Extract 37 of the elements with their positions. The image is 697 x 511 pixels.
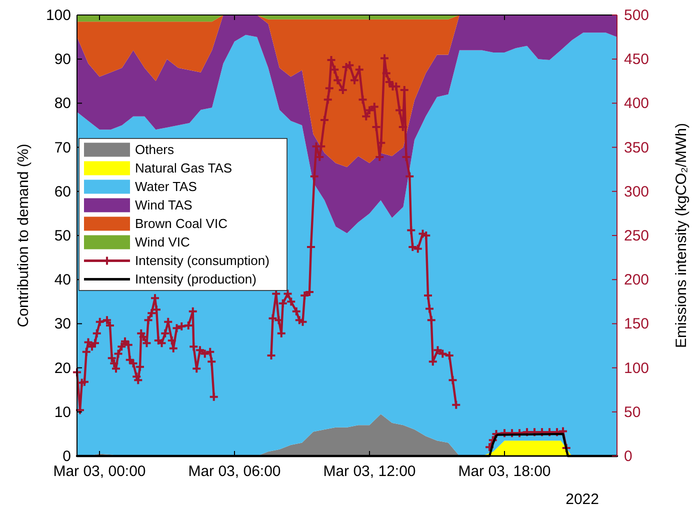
- y2-tick-label: 200: [624, 272, 650, 289]
- x-tick-label: Mar 03, 18:00: [458, 463, 551, 480]
- legend-label: Wind VIC: [135, 234, 190, 250]
- y-tick-label: 60: [54, 183, 71, 200]
- y-tick-label: 50: [54, 228, 71, 244]
- y2-tick-label: 500: [624, 7, 650, 24]
- y-tick-label: 40: [54, 272, 71, 289]
- y2-tick-label: 100: [624, 360, 650, 377]
- x-tick-label: Mar 03, 06:00: [188, 463, 281, 480]
- x-tick-label: Mar 03, 12:00: [323, 463, 416, 480]
- y-tick-label: 100: [46, 7, 71, 24]
- legend-label: Wind TAS: [135, 198, 193, 213]
- y-tick-label: 0: [62, 448, 71, 465]
- y-tick-label: 70: [54, 139, 71, 156]
- y-tick-label: 90: [54, 51, 71, 68]
- text: 2022: [566, 491, 599, 508]
- y-tick-label: 10: [54, 404, 71, 421]
- legend-label: Water TAS: [135, 179, 198, 194]
- y2-tick-label: 250: [624, 228, 650, 244]
- legend-label: Natural Gas TAS: [135, 160, 232, 176]
- y-axis-title: Contribution to demand (%): [15, 144, 32, 328]
- y2-tick-label: 300: [624, 183, 650, 200]
- legend-label: Intensity (consumption): [135, 253, 270, 268]
- y2-tick-label: 50: [624, 404, 641, 421]
- x-tick-label: Mar 03, 00:00: [53, 463, 146, 480]
- y2-tick-label: 0: [624, 448, 632, 465]
- y2-tick-label: 400: [624, 95, 650, 112]
- y-tick-label: 80: [54, 95, 71, 112]
- y2-tick-label: 450: [624, 51, 650, 68]
- y-tick-label: 20: [54, 360, 71, 377]
- y2-tick-label: 350: [624, 139, 650, 156]
- legend-label: Brown Coal VIC: [135, 216, 228, 232]
- y2-tick-label: 150: [624, 316, 650, 333]
- legend-label: Intensity (production): [135, 272, 256, 287]
- legend-label: Others: [135, 142, 175, 158]
- y-tick-label: 30: [54, 316, 71, 333]
- y2-axis-title: Emissions intensity (kgCO₂/MWh): [673, 122, 690, 348]
